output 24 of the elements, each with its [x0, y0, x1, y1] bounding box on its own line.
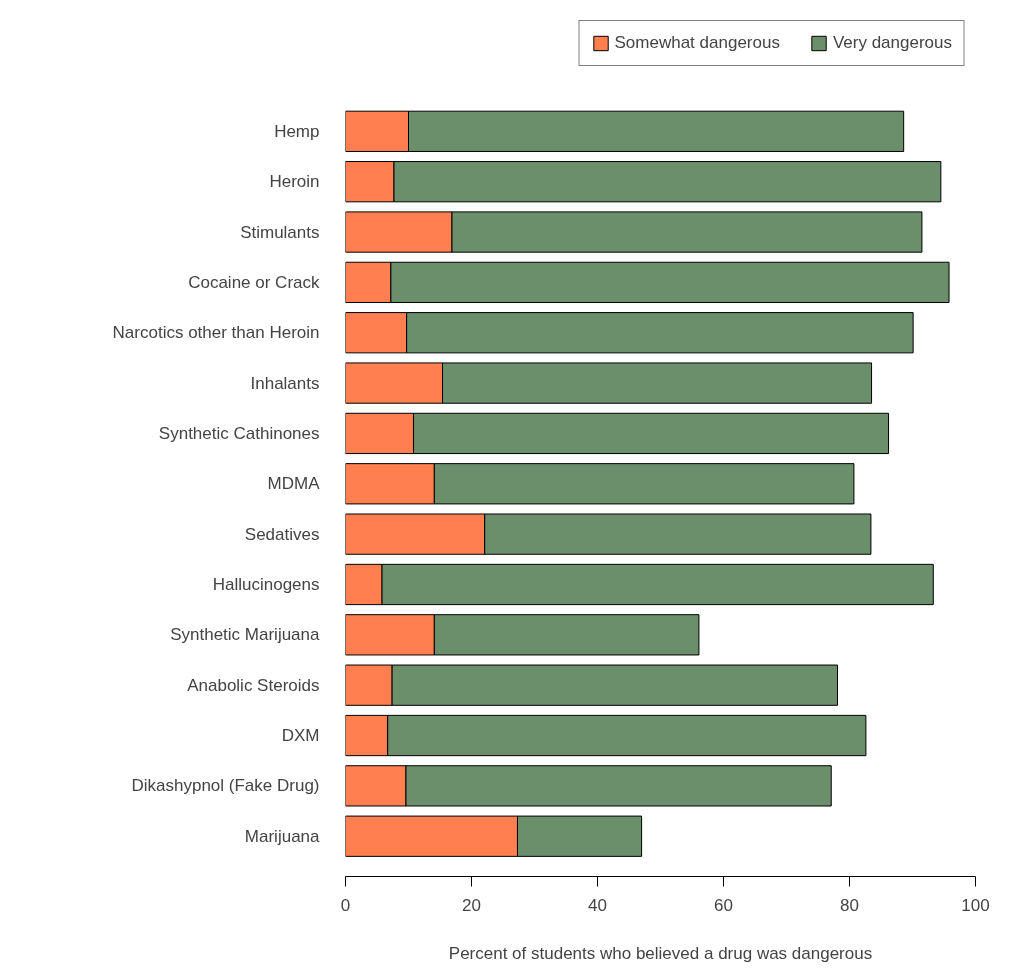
y-tick-label: Synthetic Marijuana	[170, 625, 321, 645]
y-tick-label: Dikashypnol (Fake Drug)	[131, 776, 320, 796]
y-tick-label: Heroin	[269, 172, 320, 192]
y-tick-label: Narcotics other than Heroin	[112, 323, 320, 343]
x-axis-title: Percent of students who believed a drug was dangerous	[448, 943, 873, 963]
legend-label: Very dangerous	[832, 33, 952, 53]
y-tick-label: Hallucinogens	[212, 574, 320, 594]
x-tick-label: 0	[340, 895, 351, 915]
x-tick-label: 100	[961, 895, 990, 915]
y-tick-label: Stimulants	[240, 222, 320, 242]
y-tick-label: MDMA	[267, 474, 321, 494]
legend-label: Somewhat dangerous	[614, 33, 780, 53]
y-tick-label: Synthetic Cathinones	[158, 423, 320, 443]
x-tick-label: 60	[714, 895, 733, 915]
y-tick-label: Sedatives	[244, 524, 320, 544]
y-tick-label: DXM	[281, 726, 320, 746]
x-tick-label: 80	[840, 895, 859, 915]
y-tick-label: Marijuana	[244, 826, 321, 846]
y-tick-label: Cocaine or Crack	[188, 272, 320, 292]
y-tick-label: Hemp	[274, 121, 320, 141]
y-tick-label: Inhalants	[250, 373, 320, 393]
x-tick-label: 40	[588, 895, 607, 915]
x-tick-label: 20	[462, 895, 481, 915]
y-tick-label: Anabolic Steroids	[187, 675, 320, 695]
